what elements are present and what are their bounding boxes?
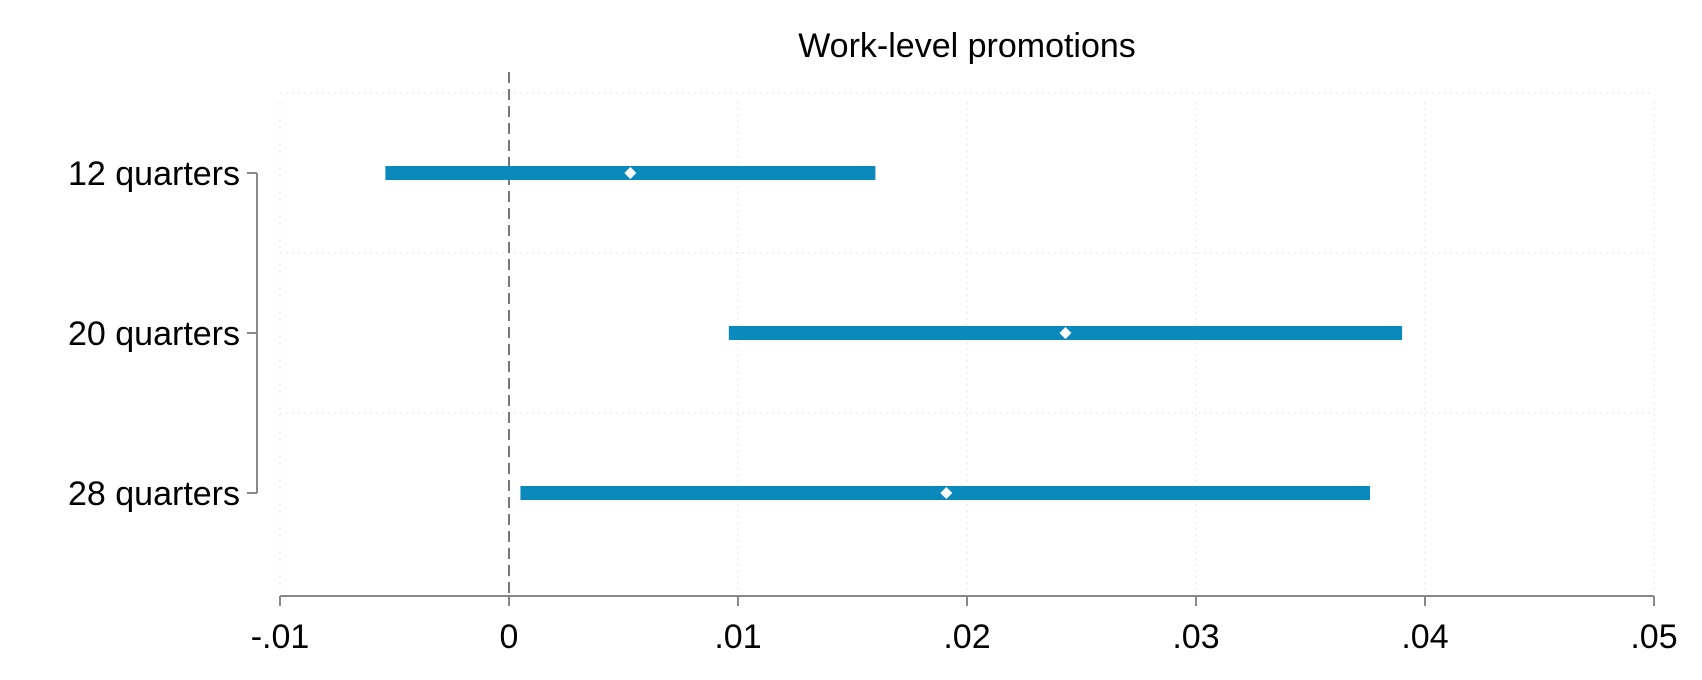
x-tick-label: -.01 xyxy=(251,618,310,656)
y-tick-label: 28 quarters xyxy=(68,475,240,513)
x-tick-label: .03 xyxy=(1172,618,1219,656)
y-tick-label: 20 quarters xyxy=(68,315,240,353)
x-axis: -.01 0 .01 .02 .03 .04 .05 xyxy=(251,595,1678,656)
x-tick-label: .02 xyxy=(943,618,990,656)
point-estimate-marker xyxy=(624,167,637,179)
x-tick-label: .05 xyxy=(1630,618,1677,656)
y-axis: 12 quarters 20 quarters 28 quarters xyxy=(68,155,258,513)
x-tick-label: 0 xyxy=(500,618,519,656)
chart-title: Work-level promotions xyxy=(798,27,1136,65)
x-tick-label: .04 xyxy=(1401,618,1448,656)
point-estimate-markers xyxy=(624,167,1072,499)
x-tick-label: .01 xyxy=(714,618,761,656)
point-estimate-marker xyxy=(1059,327,1072,339)
confidence-interval-bars xyxy=(385,166,1403,500)
y-tick-label: 12 quarters xyxy=(68,155,240,193)
point-estimate-marker xyxy=(940,487,953,499)
